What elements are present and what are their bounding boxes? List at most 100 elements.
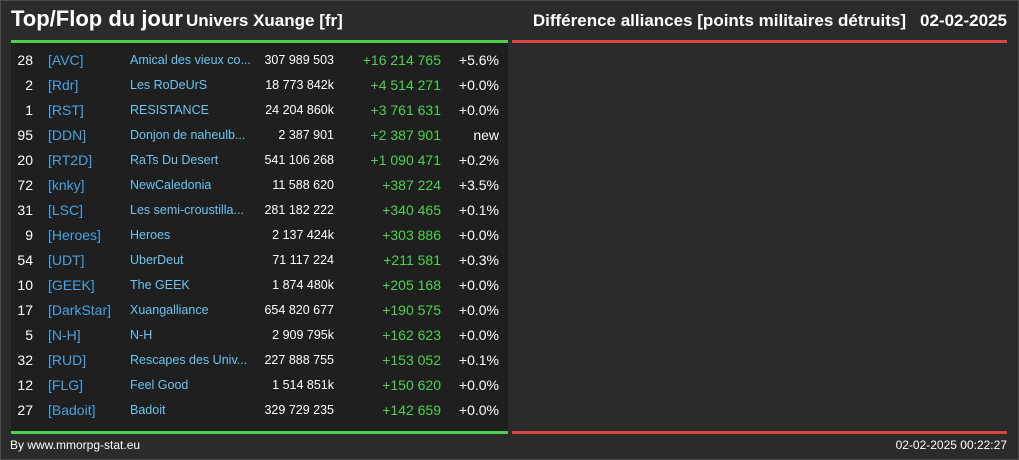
points-total-cell: 307 989 503 bbox=[264, 53, 334, 67]
alliance-name-link[interactable]: UberDeut bbox=[130, 253, 184, 267]
points-delta-cell: +303 886 bbox=[382, 227, 441, 243]
percent-change-cell: +0.0% bbox=[458, 277, 499, 293]
percent-change-cell: +0.1% bbox=[458, 352, 499, 368]
rank-cell: 12 bbox=[17, 377, 33, 393]
alliance-tag-link[interactable]: [Heroes] bbox=[48, 227, 101, 243]
points-delta-cell: +4 514 271 bbox=[370, 77, 441, 93]
alliance-tag-link[interactable]: [RT2D] bbox=[48, 152, 93, 168]
percent-change-cell: +0.0% bbox=[458, 377, 499, 393]
points-delta-cell: +162 623 bbox=[382, 327, 441, 343]
page-title: Top/Flop du jour bbox=[11, 6, 183, 31]
percent-change-cell: new bbox=[473, 127, 499, 143]
alliance-tag-link[interactable]: [UDT] bbox=[48, 252, 85, 268]
alliance-tag-link[interactable]: [DDN] bbox=[48, 127, 87, 143]
points-delta-cell: +3 761 631 bbox=[370, 102, 441, 118]
rank-cell: 9 bbox=[25, 227, 33, 243]
alliance-name-link[interactable]: Les semi-croustilla... bbox=[130, 203, 244, 217]
points-delta-cell: +340 465 bbox=[382, 202, 441, 218]
points-delta-cell: +1 090 471 bbox=[370, 152, 441, 168]
flop-panel bbox=[512, 40, 1007, 433]
alliance-name-link[interactable]: The GEEK bbox=[130, 278, 190, 292]
rank-cell: 10 bbox=[17, 277, 33, 293]
list-item: 2 [Rdr] Les RoDeUrS 18 773 842k +4 514 271 +0… bbox=[11, 73, 508, 98]
percent-change-cell: +0.0% bbox=[458, 227, 499, 243]
flop-panel-top-bar bbox=[512, 40, 1007, 43]
points-total-cell: 2 909 795k bbox=[272, 328, 334, 342]
alliance-tag-link[interactable]: [RUD] bbox=[48, 352, 87, 368]
alliance-name-link[interactable]: Rescapes des Univ... bbox=[130, 353, 248, 367]
footer-source[interactable]: By www.mmorpg-stat.eu bbox=[10, 438, 141, 452]
alliance-tag-link[interactable]: [LSC] bbox=[48, 202, 84, 218]
alliance-name-link[interactable]: Les RoDeUrS bbox=[130, 78, 208, 92]
points-total-cell: 541 106 268 bbox=[264, 153, 334, 167]
ranking-header: Différence alliances [points militaires … bbox=[533, 11, 1007, 31]
alliance-name-link[interactable]: Donjon de naheulb... bbox=[130, 128, 246, 142]
points-total-cell: 1 874 480k bbox=[272, 278, 334, 292]
rank-cell: 2 bbox=[25, 77, 33, 93]
rank-cell: 54 bbox=[17, 252, 33, 268]
alliance-tag-link[interactable]: [GEEK] bbox=[48, 277, 95, 293]
points-total-cell: 71 117 224 bbox=[272, 253, 334, 267]
footer-timestamp: 02-02-2025 00:22:27 bbox=[895, 438, 1007, 452]
points-total-cell: 24 204 860k bbox=[265, 103, 334, 117]
percent-change-cell: +0.0% bbox=[458, 77, 499, 93]
list-item: 54 [UDT] UberDeut 71 117 224 +211 581 +0.3% bbox=[11, 248, 508, 273]
alliance-name-link[interactable]: Feel Good bbox=[130, 378, 189, 392]
rank-cell: 31 bbox=[17, 202, 33, 218]
rank-cell: 1 bbox=[25, 102, 33, 118]
top-panel-bottom-bar bbox=[11, 431, 508, 434]
alliance-name-link[interactable]: N-H bbox=[130, 328, 153, 342]
list-item: 27 [Badoit] Badoit 329 729 235 +142 659 +0.0% bbox=[11, 398, 508, 423]
points-delta-cell: +142 659 bbox=[382, 402, 441, 418]
rank-cell: 72 bbox=[17, 177, 33, 193]
alliance-name-link[interactable]: Amical des vieux co... bbox=[130, 53, 251, 67]
points-total-cell: 329 729 235 bbox=[264, 403, 334, 417]
rank-cell: 5 bbox=[25, 327, 33, 343]
universe-label: Univers Xuange [fr] bbox=[186, 11, 343, 30]
flop-panel-bottom-bar bbox=[512, 431, 1007, 434]
percent-change-cell: +0.3% bbox=[458, 252, 499, 268]
alliance-tag-link[interactable]: [knky] bbox=[48, 177, 85, 193]
points-delta-cell: +190 575 bbox=[382, 302, 441, 318]
rank-cell: 27 bbox=[17, 402, 33, 418]
list-item: 1 [RST] RESISTANCE 24 204 860k +3 761 631 +0.… bbox=[11, 98, 508, 123]
header-date: 02-02-2025 bbox=[920, 11, 1007, 30]
alliance-tag-link[interactable]: [Badoit] bbox=[48, 402, 96, 418]
alliance-name-link[interactable]: Badoit bbox=[130, 403, 166, 417]
points-total-cell: 11 588 620 bbox=[272, 178, 334, 192]
points-delta-cell: +205 168 bbox=[382, 277, 441, 293]
percent-change-cell: +5.6% bbox=[458, 52, 499, 68]
alliance-name-link[interactable]: RaTs Du Desert bbox=[130, 153, 219, 167]
rank-cell: 28 bbox=[17, 52, 33, 68]
alliance-tag-link[interactable]: [FLG] bbox=[48, 377, 84, 393]
top-list: 28 [AVC] Amical des vieux co... 307 989 503… bbox=[11, 48, 508, 423]
list-item: 9 [Heroes] Heroes 2 137 424k +303 886 +0.0% bbox=[11, 223, 508, 248]
list-item: 31 [LSC] Les semi-croustilla... 281 182 222… bbox=[11, 198, 508, 223]
points-total-cell: 281 182 222 bbox=[264, 203, 334, 217]
alliance-tag-link[interactable]: [RST] bbox=[48, 102, 84, 118]
list-item: 5 [N-H] N-H 2 909 795k +162 623 +0.0% bbox=[11, 323, 508, 348]
alliance-name-link[interactable]: Xuangalliance bbox=[130, 303, 209, 317]
points-delta-cell: +16 214 765 bbox=[362, 52, 441, 68]
list-item: 17 [DarkStar] Xuangalliance 654 820 677 +190… bbox=[11, 298, 508, 323]
percent-change-cell: +0.2% bbox=[458, 152, 499, 168]
points-delta-cell: +153 052 bbox=[382, 352, 441, 368]
alliance-name-link[interactable]: RESISTANCE bbox=[130, 103, 209, 117]
alliance-tag-link[interactable]: [AVC] bbox=[48, 52, 84, 68]
top-panel bbox=[11, 40, 508, 433]
list-item: 20 [RT2D] RaTs Du Desert 541 106 268 +1 090 … bbox=[11, 148, 508, 173]
points-delta-cell: +211 581 bbox=[383, 252, 441, 268]
points-total-cell: 2 387 901 bbox=[278, 128, 334, 142]
alliance-tag-link[interactable]: [DarkStar] bbox=[48, 302, 112, 318]
percent-change-cell: +0.0% bbox=[458, 102, 499, 118]
points-total-cell: 18 773 842k bbox=[265, 78, 334, 92]
list-item: 72 [knky] NewCaledonia 11 588 620 +387 224 +3… bbox=[11, 173, 508, 198]
alliance-name-link[interactable]: Heroes bbox=[130, 228, 171, 242]
points-delta-cell: +150 620 bbox=[382, 377, 441, 393]
alliance-tag-link[interactable]: [N-H] bbox=[48, 327, 81, 343]
alliance-name-link[interactable]: NewCaledonia bbox=[130, 178, 212, 192]
alliance-tag-link[interactable]: [Rdr] bbox=[48, 77, 79, 93]
rank-cell: 32 bbox=[17, 352, 33, 368]
points-total-cell: 227 888 755 bbox=[264, 353, 334, 367]
list-item: 28 [AVC] Amical des vieux co... 307 989 503… bbox=[11, 48, 508, 73]
